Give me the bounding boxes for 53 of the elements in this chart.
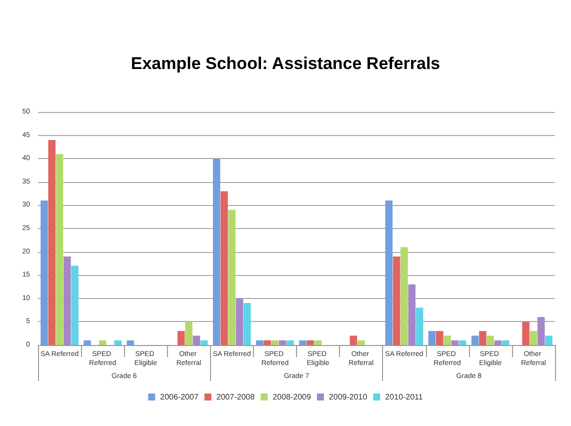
bar — [385, 200, 393, 345]
bar — [436, 331, 444, 345]
bar — [212, 158, 220, 345]
bar — [306, 340, 314, 345]
bar — [471, 336, 479, 345]
bar — [545, 336, 552, 345]
bar — [428, 331, 436, 345]
bar — [416, 308, 424, 345]
bar — [64, 256, 71, 345]
bar — [220, 191, 228, 345]
bar — [278, 340, 286, 345]
bar — [56, 154, 64, 345]
bar — [451, 340, 459, 345]
bar — [537, 317, 545, 345]
legend-label: 2010-2011 — [385, 392, 424, 402]
bar — [286, 340, 294, 345]
bar — [71, 266, 78, 345]
legend-label: 2008-2009 — [272, 392, 312, 402]
bar — [264, 340, 271, 345]
bar — [314, 340, 322, 345]
bar — [486, 336, 494, 345]
bar — [244, 303, 251, 345]
bar — [256, 340, 264, 345]
bar — [392, 256, 400, 345]
chart-title: Example School: Assistance Referrals — [130, 54, 440, 73]
bar — [357, 340, 365, 345]
bar — [185, 322, 192, 345]
bar — [126, 340, 134, 345]
bar — [98, 340, 106, 345]
bar — [200, 340, 208, 345]
bar — [350, 336, 358, 345]
bar — [192, 336, 200, 345]
bar — [114, 340, 122, 345]
bar — [84, 340, 91, 345]
bar — [177, 331, 185, 345]
legend-label: 2007-2008 — [216, 392, 256, 402]
bar — [444, 336, 451, 345]
legend-label: 2009-2010 — [328, 392, 368, 402]
bar — [236, 298, 244, 345]
legend-label: 2006-2007 — [160, 392, 199, 402]
bar — [502, 340, 510, 345]
bar — [299, 340, 306, 345]
bar — [48, 140, 56, 345]
bar — [522, 322, 530, 345]
bar — [271, 340, 279, 345]
bar — [408, 284, 416, 345]
bar — [458, 340, 466, 345]
bar — [228, 210, 236, 345]
bar — [40, 200, 48, 345]
bar — [400, 247, 408, 345]
bar — [530, 331, 538, 345]
bar — [494, 340, 502, 345]
bar — [479, 331, 486, 345]
